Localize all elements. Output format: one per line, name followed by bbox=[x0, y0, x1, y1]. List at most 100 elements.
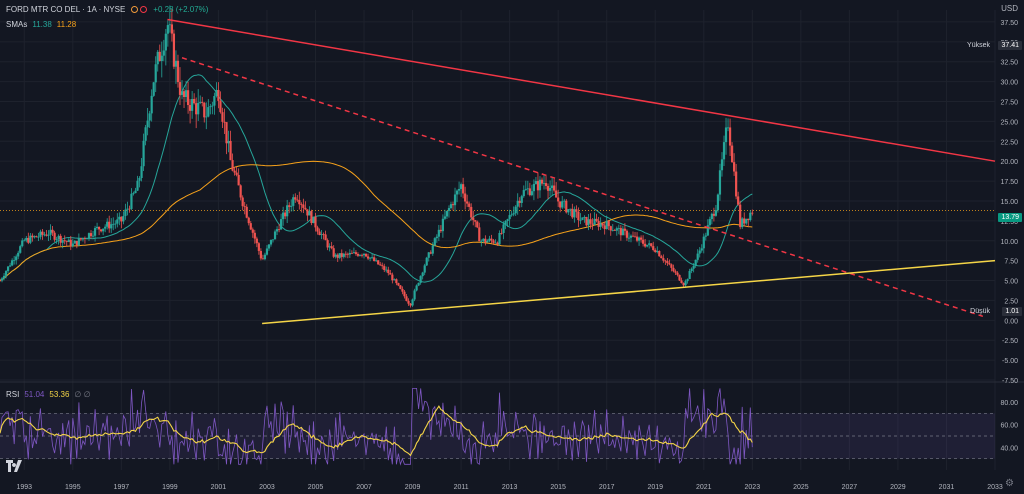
candle-body bbox=[532, 183, 536, 192]
candle-body bbox=[211, 105, 214, 107]
time-axis-label: 2021 bbox=[696, 484, 712, 491]
legend-dot-icon[interactable] bbox=[140, 6, 148, 13]
candle-body bbox=[235, 172, 238, 175]
rsi-legend[interactable]: RSI 51.04 53.36 ∅ ∅ bbox=[6, 390, 91, 399]
time-axis-label: 2011 bbox=[454, 484, 469, 491]
candle-body bbox=[441, 218, 444, 232]
candle-body bbox=[166, 25, 169, 34]
candle-body bbox=[662, 258, 665, 261]
trendlines[interactable] bbox=[167, 18, 996, 325]
candle-body bbox=[538, 179, 542, 191]
rsi-band bbox=[0, 413, 995, 459]
candle-body bbox=[735, 171, 738, 197]
candle-body bbox=[356, 253, 360, 256]
candle-body bbox=[714, 210, 718, 216]
candle-body bbox=[328, 246, 331, 248]
candle-body bbox=[743, 218, 746, 224]
candle-body bbox=[47, 234, 50, 236]
price-axis-label: -2.50 bbox=[1002, 338, 1018, 345]
last-price-tag: 13.79 bbox=[998, 213, 1022, 222]
candle-body bbox=[231, 160, 234, 171]
candle-body bbox=[644, 243, 647, 247]
candle-body bbox=[362, 253, 366, 256]
candle-body bbox=[544, 183, 548, 186]
candle-body bbox=[290, 205, 293, 207]
sma-legend[interactable]: SMAs 11.38 11.28 bbox=[6, 20, 76, 29]
time-axis-label: 2027 bbox=[842, 484, 858, 491]
candle-body bbox=[387, 269, 390, 274]
candle-body bbox=[607, 221, 610, 227]
candle-body bbox=[229, 140, 232, 161]
candle-body bbox=[116, 219, 119, 224]
legend-dot-icon[interactable] bbox=[131, 6, 139, 13]
candle-body bbox=[298, 200, 301, 205]
gear-icon[interactable]: ⚙ bbox=[1005, 478, 1014, 489]
candle-body bbox=[371, 257, 374, 259]
candle-body bbox=[27, 237, 30, 243]
candle-body bbox=[126, 208, 129, 210]
rsi-value: 51.04 bbox=[24, 390, 45, 399]
candle-body bbox=[150, 95, 153, 114]
candle-body bbox=[700, 248, 703, 251]
candle-body bbox=[110, 224, 113, 229]
candle-body bbox=[466, 201, 469, 204]
candle-body bbox=[589, 219, 592, 224]
candle-body bbox=[648, 243, 651, 245]
time-axis-label: 2029 bbox=[890, 484, 906, 491]
candle-body bbox=[611, 230, 614, 231]
candle-body bbox=[720, 159, 724, 171]
symbol-title[interactable]: FORD MTR CO DEL · 1A · NYSE bbox=[6, 5, 126, 14]
candle-body bbox=[619, 228, 622, 236]
candle-body bbox=[205, 116, 208, 118]
rsi-ma-value: 53.36 bbox=[49, 390, 70, 399]
candle-body bbox=[670, 264, 673, 268]
candle-body bbox=[411, 299, 414, 306]
tradingview-logo-icon[interactable] bbox=[6, 460, 24, 475]
candle-body bbox=[676, 272, 679, 275]
candle-body bbox=[571, 208, 574, 218]
candle-body bbox=[191, 99, 194, 111]
candle-body bbox=[257, 243, 260, 251]
candle-body bbox=[17, 252, 20, 257]
candle-body bbox=[551, 185, 554, 188]
candle-body bbox=[124, 209, 127, 217]
candle-body bbox=[500, 233, 503, 234]
candle-body bbox=[577, 211, 580, 221]
candle-body bbox=[340, 253, 343, 257]
candle-body bbox=[680, 280, 683, 284]
candle-body bbox=[9, 265, 12, 267]
candle-body bbox=[668, 263, 671, 265]
candle-body bbox=[403, 291, 406, 297]
rsi-extra: ∅ ∅ bbox=[74, 390, 91, 399]
candle-body bbox=[344, 253, 347, 255]
candle-body bbox=[443, 216, 447, 219]
candle-body bbox=[625, 230, 629, 238]
candle-body bbox=[650, 243, 653, 247]
candle-body bbox=[330, 246, 333, 249]
candle-body bbox=[702, 236, 705, 249]
candle-body bbox=[496, 242, 499, 245]
candle-body bbox=[745, 218, 748, 224]
candle-body bbox=[342, 253, 345, 257]
trendline bbox=[167, 18, 996, 162]
low-label: Düşük bbox=[970, 308, 990, 315]
candle-body bbox=[654, 249, 657, 253]
candle-body bbox=[282, 212, 285, 220]
candle-body bbox=[140, 166, 143, 178]
time-axis[interactable]: 1993 1995 1997 1999 2001 2003 2005 2007 2009 2011… bbox=[16, 484, 1002, 491]
price-axis-label: 32.50 bbox=[1000, 60, 1018, 67]
currency-label[interactable]: USD bbox=[1001, 4, 1018, 13]
candle-body bbox=[484, 238, 487, 243]
candle-body bbox=[385, 269, 388, 271]
candle-body bbox=[518, 200, 521, 203]
candle-body bbox=[247, 217, 250, 224]
candle-body bbox=[747, 218, 750, 221]
candle-body bbox=[215, 89, 218, 97]
candle-body bbox=[528, 188, 531, 196]
candle-body bbox=[437, 229, 440, 237]
price-axis-label: 27.50 bbox=[1000, 100, 1018, 107]
candle-body bbox=[397, 283, 400, 286]
legend-buttons[interactable] bbox=[131, 6, 148, 13]
price-axis[interactable]: 37.5035.0032.5030.0027.5025.0022.5020.00… bbox=[1000, 20, 1018, 385]
